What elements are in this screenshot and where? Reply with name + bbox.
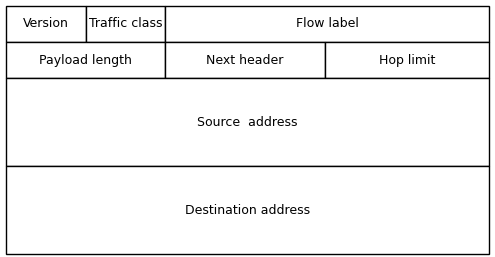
Text: Source  address: Source address [197, 116, 298, 129]
Text: Next header: Next header [206, 54, 284, 67]
Text: Destination address: Destination address [185, 204, 310, 216]
Bar [6, 78, 489, 166]
Bar [165, 6, 489, 42]
Text: Hop limit: Hop limit [379, 54, 435, 67]
Bar [6, 42, 165, 78]
Bar [6, 6, 86, 42]
Bar [6, 166, 489, 254]
Bar [165, 42, 325, 78]
Text: Flow label: Flow label [296, 17, 359, 30]
Text: Traffic class: Traffic class [89, 17, 162, 30]
Bar [86, 6, 165, 42]
Text: Version: Version [23, 17, 69, 30]
Text: Payload length: Payload length [39, 54, 132, 67]
Bar [325, 42, 489, 78]
